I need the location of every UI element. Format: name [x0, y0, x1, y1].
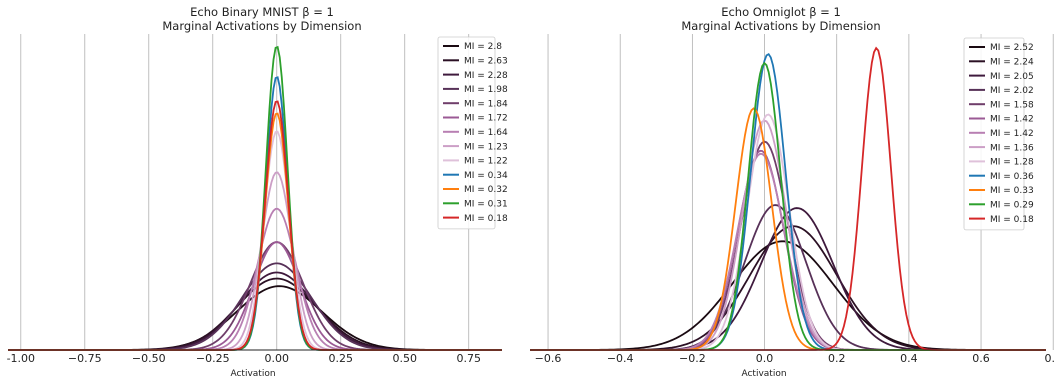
- legend-label: MI = 0.18: [464, 214, 508, 224]
- legend-label: MI = 0.18: [990, 215, 1034, 225]
- legend-label: MI = 0.33: [990, 186, 1034, 196]
- series-line: [530, 240, 1046, 351]
- legend-label: MI = 2.63: [464, 57, 508, 67]
- legend-label: MI = 1.72: [464, 114, 508, 124]
- x-tick-labels: −0.6 −0.4 −0.2 0.0 0.2 0.4 0.6 0.8: [535, 352, 1055, 365]
- legend-label: MI = 2.24: [990, 58, 1034, 68]
- x-tick-label: 0.2: [828, 352, 846, 365]
- x-tick-label: −0.2: [679, 352, 706, 365]
- x-tick-label: 0.50: [392, 352, 417, 365]
- chart-title-line2: Marginal Activations by Dimension: [162, 19, 361, 33]
- legend-label: MI = 2.05: [990, 72, 1034, 82]
- legend-label: MI = 2.28: [464, 71, 508, 81]
- x-tick-label: −0.50: [132, 352, 166, 365]
- x-tick-label: 0.8: [1044, 352, 1055, 365]
- grid-lines: [20, 34, 470, 350]
- x-axis-label: Activation: [741, 369, 786, 379]
- x-tick-label: 0.75: [456, 352, 481, 365]
- legend-box: [437, 36, 496, 230]
- legend-label: MI = 0.32: [464, 185, 508, 195]
- legend-label: MI = 1.58: [990, 100, 1034, 110]
- x-tick-label: 0.6: [972, 352, 990, 365]
- x-tick-label: 0.4: [900, 352, 918, 365]
- legend-label: MI = 1.28: [990, 158, 1034, 168]
- chart-title-line2: Marginal Activations by Dimension: [681, 19, 880, 33]
- series-line: [8, 171, 502, 351]
- x-axis-label: Activation: [230, 369, 275, 379]
- chart-title-line1: Echo Binary MNIST β = 1: [190, 5, 334, 19]
- legend-label: MI = 2.52: [990, 43, 1034, 53]
- x-tick-label: -1.00: [7, 352, 35, 365]
- density-curves: [8, 45, 502, 351]
- legend-label: MI = 0.36: [990, 172, 1034, 182]
- legend: MI = 2.8 MI = 2.63 MI = 2.28 MI = 1.98 MI = …: [437, 36, 508, 230]
- legend-label: MI = 0.29: [990, 201, 1034, 211]
- x-tick-labels: -1.00 −0.75 −0.50 −0.25 0.00 0.25 0.50 0.75: [7, 352, 481, 365]
- chart-panel-mnist: Echo Binary MNIST β = 1 Marginal Activat…: [7, 5, 508, 379]
- legend: MI = 2.52 MI = 2.24 MI = 2.05 MI = 2.02 MI =…: [963, 37, 1034, 231]
- x-tick-label: 0.25: [328, 352, 353, 365]
- x-tick-label: −0.4: [607, 352, 634, 365]
- chart-panel-omniglot: Echo Omniglot β = 1 Marginal Activations…: [530, 5, 1055, 379]
- x-tick-label: 0.00: [265, 352, 290, 365]
- legend-label: MI = 1.23: [464, 142, 508, 152]
- legend-label: MI = 2.02: [990, 86, 1034, 96]
- legend-label: MI = 1.36: [990, 143, 1034, 153]
- chart-title-line1: Echo Omniglot β = 1: [721, 5, 841, 19]
- x-tick-label: −0.75: [68, 352, 102, 365]
- legend-label: MI = 1.64: [464, 128, 508, 138]
- x-tick-label: −0.25: [196, 352, 230, 365]
- legend-label: MI = 0.34: [464, 171, 508, 181]
- legend-box: [963, 37, 1025, 231]
- x-tick-label: 0.0: [756, 352, 774, 365]
- legend-label: MI = 2.8: [464, 42, 502, 52]
- grid-lines: [547, 34, 1054, 350]
- legend-label: MI = 1.22: [464, 157, 508, 167]
- legend-label: MI = 0.31: [464, 200, 508, 210]
- legend-label: MI = 1.42: [990, 129, 1034, 139]
- legend-label: MI = 1.98: [464, 85, 508, 95]
- x-tick-label: −0.6: [535, 352, 562, 365]
- legend-label: MI = 1.84: [464, 99, 508, 109]
- legend-label: MI = 1.42: [990, 115, 1034, 125]
- series-line: [8, 100, 502, 351]
